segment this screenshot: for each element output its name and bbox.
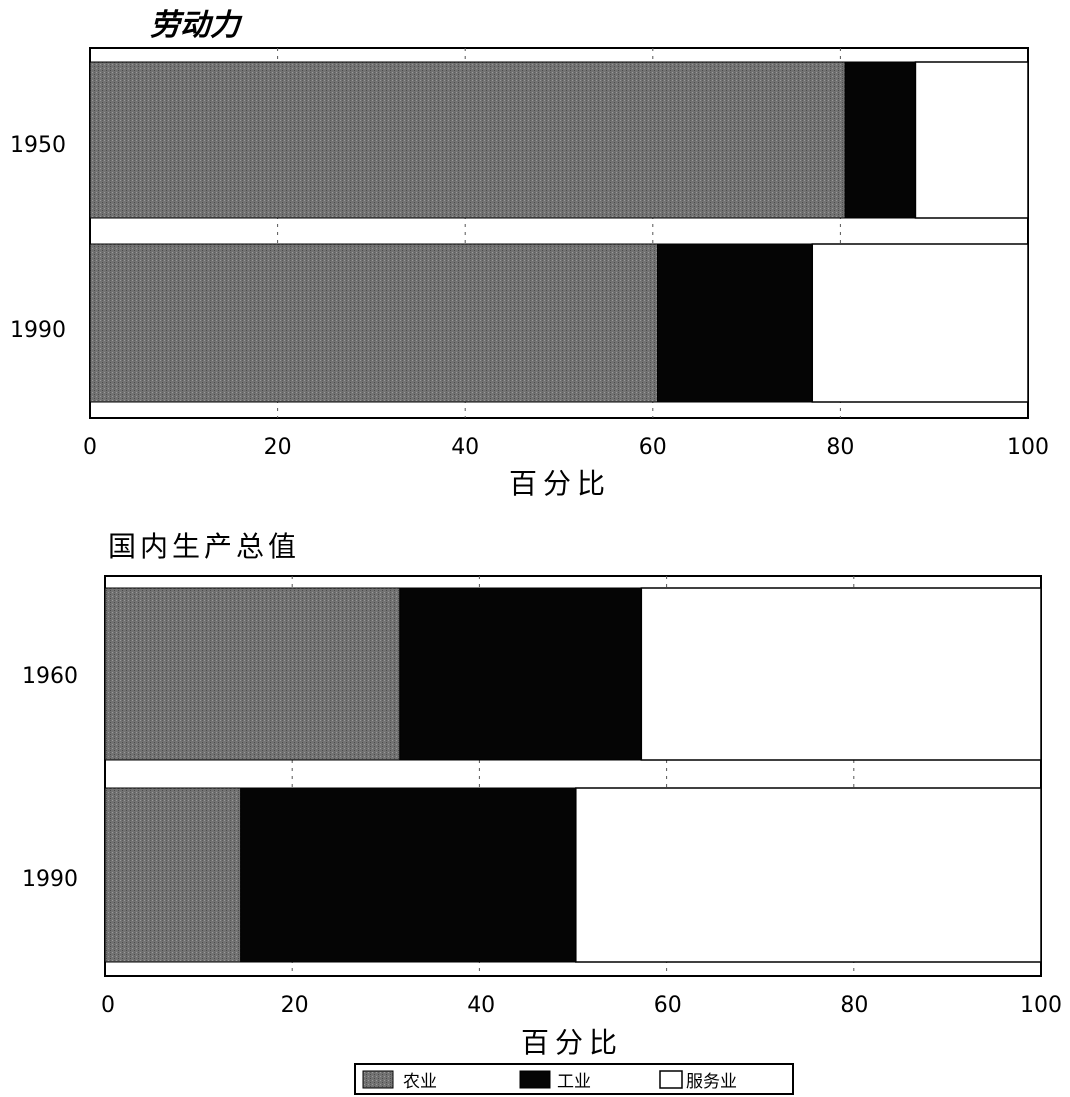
labor-force-bars [89,61,1029,403]
x-tick-label: 40 [451,435,479,460]
legend-swatch-industry [519,1070,551,1089]
legend-frame [354,1063,794,1095]
x-tick-label: 100 [1007,435,1049,460]
gdp-title: 国内生产总值 [108,530,300,563]
bar-1990-industry [240,787,577,963]
bar-1990-services [575,787,1042,963]
gdp-category-labels: 1960 1990 [22,664,78,892]
legend-item-agriculture: 农业 [362,1070,437,1092]
bar-1960-industry [399,587,642,761]
gdp-x-axis-label: 百分比 [521,1026,623,1059]
labor-force-x-axis-label: 百分比 [509,467,611,500]
bar-1960-agriculture [104,587,401,761]
x-tick-label: 0 [83,435,97,460]
category-label: 1990 [10,318,66,343]
x-tick-label: 40 [467,993,495,1018]
labor-force-x-ticks: 0 20 40 60 80 100 [83,435,1049,460]
x-tick-label: 20 [281,993,309,1018]
bar-1950-industry [844,61,916,219]
bar-1950-services [914,61,1029,219]
labor-force-panel: 劳动力 1950 1990 0 20 40 60 80 100 百分比 [10,8,1049,500]
gdp-panel: 国内生产总值 1960 1990 0 20 40 60 80 100 百分比 [22,530,1062,1059]
legend-label-industry: 工业 [557,1072,591,1092]
legend-swatch-services [659,1070,683,1089]
x-tick-label: 80 [826,435,854,460]
bar-1960-services [640,587,1042,761]
x-tick-label: 100 [1020,993,1062,1018]
category-label: 1950 [10,133,66,158]
bar-1990-services [811,243,1029,403]
bar-1990-agriculture [89,243,658,403]
labor-force-gridlines [277,48,841,418]
labor-force-category-labels: 1950 1990 [10,133,66,343]
gdp-bars [104,587,1042,963]
x-tick-label: 0 [101,993,115,1018]
x-tick-label: 80 [840,993,868,1018]
legend-label-services: 服务业 [686,1072,737,1092]
category-label: 1990 [22,867,78,892]
bar-1990-industry [656,243,813,403]
x-tick-label: 60 [639,435,667,460]
bar-1950-agriculture [89,61,846,219]
gdp-x-ticks: 0 20 40 60 80 100 [101,993,1062,1018]
legend-swatch-agriculture [362,1070,394,1089]
category-label: 1960 [22,664,78,689]
x-tick-label: 60 [654,993,682,1018]
labor-force-title: 劳动力 [150,8,243,43]
legend-label-agriculture: 农业 [403,1072,437,1092]
legend-item-industry: 工业 [519,1070,591,1092]
bar-1990-agriculture [104,787,242,963]
legend-item-services: 服务业 [659,1070,737,1092]
legend: 农业 工业 服务业 [354,1063,794,1095]
x-tick-label: 20 [264,435,292,460]
